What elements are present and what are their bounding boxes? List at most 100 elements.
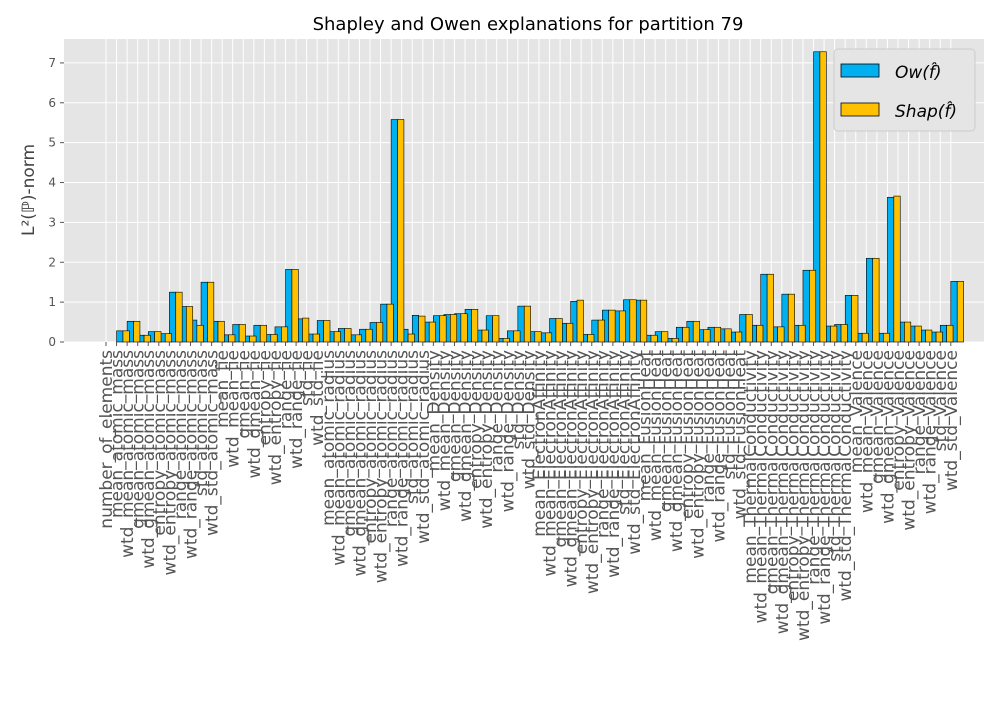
x-tick-label: wtd_range_atomic_radius — [393, 350, 413, 567]
x-tick-label: wtd_gmean_Density — [456, 350, 476, 522]
x-tick-label: std_atomic_mass — [192, 350, 212, 496]
x-tick-label: wtd_gmean_atomic_radius — [350, 350, 370, 577]
shapley-bar-29 — [418, 315, 426, 343]
shapley-bar-79 — [946, 324, 954, 343]
x-tick-label: range_atomic_radius — [382, 350, 402, 527]
x-tick-label: wtd_mean_ThermalConductivity — [752, 350, 772, 623]
x-tick-label: mean_atomic_mass — [108, 350, 128, 518]
shapley-bar-51 — [650, 334, 658, 343]
legend: Ow(f̂) Shap(f̂) — [833, 48, 976, 132]
shapley-bar-39 — [523, 305, 531, 343]
x-axis: number_of_elementsmean_atomic_masswtd_me… — [97, 342, 962, 641]
x-tick-label: range_Valence — [910, 350, 930, 474]
x-tick-label: wtd_std_FusionHeat — [731, 350, 751, 520]
x-tick-label: std_Valence — [931, 350, 951, 451]
x-tick-label: entropy_FusionHeat — [678, 350, 698, 519]
x-tick-label: wtd_range_atomic_mass — [181, 350, 201, 559]
x-tick-label: mean_ElectronAffinity — [530, 350, 550, 537]
owen-bar-72 — [866, 257, 874, 343]
x-tick-label: entropy_atomic_mass — [150, 350, 170, 536]
shapley-bar-15 — [270, 334, 278, 343]
shapley-bar-71 — [861, 332, 869, 343]
x-tick-label: wtd_range_ElectronAffinity — [604, 350, 624, 578]
x-tick-label: wtd_entropy_atomic_mass — [160, 350, 180, 576]
shapley-bar-59 — [735, 331, 743, 343]
shapley-bar-48 — [618, 310, 626, 343]
x-tick-label: gmean_fie — [234, 350, 254, 439]
x-tick-label: wtd_mean_ElectronAffinity — [541, 350, 561, 577]
shapley-bar-31 — [439, 315, 447, 343]
x-tick-label: gmean_ElectronAffinity — [551, 350, 571, 548]
bars — [116, 51, 964, 343]
legend-label-owen: Ow(f̂) — [895, 62, 942, 83]
shapley-bar-76 — [914, 325, 922, 343]
y-axis-label: L²(ℙ)-norm — [19, 144, 39, 236]
shapley-bar-63 — [777, 326, 785, 343]
x-tick-label: wtd_mean_Valence — [857, 350, 877, 513]
x-tick-label: gmean_atomic_radius — [340, 350, 360, 537]
x-tick-label: gmean_atomic_mass — [129, 350, 149, 529]
shapley-bar-80 — [956, 281, 964, 343]
x-tick-label: wtd_mean_FusionHeat — [646, 350, 666, 542]
x-tick-label: std_ThermalConductivity — [826, 350, 846, 562]
shapley-bar-32 — [450, 314, 458, 343]
shapley-bar-61 — [756, 324, 764, 343]
x-tick-label: range_ThermalConductivity — [805, 350, 825, 585]
shapley-bar-26 — [386, 303, 394, 343]
x-tick-label: range_ElectronAffinity — [593, 350, 613, 538]
shapley-bar-72 — [872, 257, 880, 343]
x-tick-label: wtd_std_ElectronAffinity — [625, 350, 645, 555]
x-tick-label: wtd_mean_atomic_mass — [118, 350, 138, 558]
shapley-bar-17 — [291, 269, 299, 343]
shapley-bar-18 — [302, 317, 310, 343]
plot-background — [64, 39, 984, 342]
x-tick-label: wtd_entropy_atomic_radius — [372, 350, 392, 583]
y-tick-label: 7 — [48, 56, 56, 70]
shapley-bar-36 — [492, 315, 500, 343]
x-tick-label: wtd_entropy_ThermalConductivity — [794, 350, 814, 641]
x-tick-label: entropy_ElectronAffinity — [572, 350, 592, 554]
shapley-bar-7 — [186, 306, 194, 343]
shapley-bar-49 — [629, 299, 637, 343]
shapley-bar-24 — [365, 328, 373, 343]
x-tick-label: wtd_std_ThermalConductivity — [836, 350, 856, 602]
shapley-bar-46 — [597, 319, 605, 343]
shapley-bar-42 — [555, 318, 563, 343]
x-tick-label: range_fie — [277, 350, 297, 429]
x-tick-label: wtd_mean_atomic_radius — [329, 350, 349, 566]
shapley-bar-28 — [407, 333, 415, 343]
x-tick-label: std_fie — [298, 350, 318, 406]
x-tick-label: wtd_gmean_Valence — [878, 350, 898, 524]
x-tick-label: wtd_entropy_Density — [477, 350, 497, 529]
shapley-bar-62 — [766, 273, 774, 343]
shapley-bar-47 — [608, 309, 616, 343]
x-tick-label: mean_ThermalConductivity — [741, 350, 761, 584]
shapley-bar-55 — [692, 320, 700, 343]
x-tick-label: wtd_entropy_Valence — [900, 350, 920, 531]
shapley-bar-70 — [851, 295, 859, 343]
shapley-bar-45 — [587, 334, 595, 343]
shapley-bar-57 — [714, 326, 722, 343]
y-tick-label: 5 — [48, 136, 56, 150]
shapley-bar-78 — [935, 331, 943, 343]
shapley-bar-25 — [376, 322, 384, 343]
x-tick-label: wtd_gmean_fie — [245, 350, 265, 479]
shapley-bar-16 — [281, 326, 289, 343]
x-tick-label: wtd_gmean_FusionHeat — [667, 350, 687, 552]
x-tick-label: entropy_atomic_radius — [361, 350, 381, 544]
shapley-bar-21 — [333, 331, 341, 343]
shapley-bar-77 — [925, 329, 933, 343]
x-tick-label: gmean_Valence — [868, 350, 888, 484]
shapley-bar-19 — [312, 333, 320, 343]
shapley-bar-44 — [576, 299, 584, 343]
shapley-bar-9 — [207, 281, 215, 343]
x-tick-label: wtd_range_Density — [498, 350, 518, 512]
y-tick-label: 4 — [48, 176, 56, 190]
shapley-bar-35 — [481, 329, 489, 343]
y-tick-label: 0 — [48, 335, 56, 349]
shapley-bar-10 — [217, 320, 225, 343]
x-tick-label: entropy_Valence — [889, 350, 909, 491]
y-tick-label: 1 — [48, 295, 56, 309]
